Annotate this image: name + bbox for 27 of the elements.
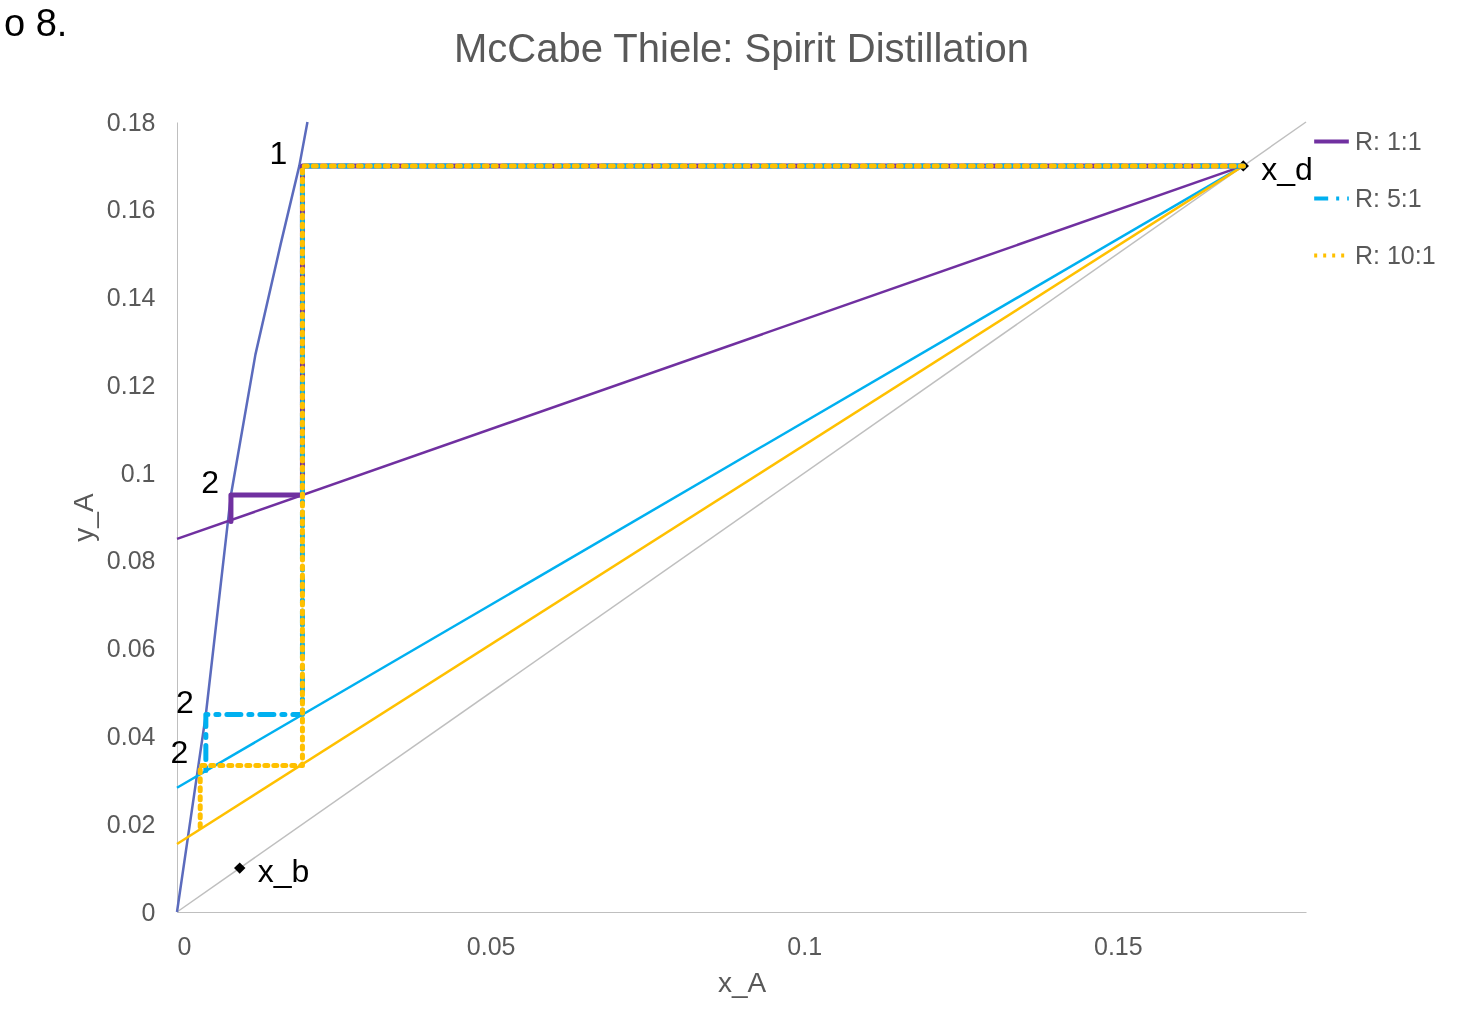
x-tick-label: 0.15: [1094, 931, 1143, 960]
annotation: x_d: [1261, 150, 1313, 187]
annotation: 2: [201, 464, 219, 501]
y-tick-label: 0.02: [106, 809, 156, 838]
x-tick-label: 0: [177, 931, 192, 960]
y-tick-label: 0.12: [106, 370, 156, 399]
y-tick-label: 0.04: [106, 721, 156, 750]
legend-label: R: 10:1: [1355, 240, 1436, 269]
legend-label: R: 1:1: [1355, 126, 1422, 155]
annotation: 1: [269, 134, 288, 171]
text: o 8.: [4, 2, 68, 45]
y-axis-title: y_A: [67, 493, 99, 542]
y-tick-label: 0.14: [106, 283, 156, 312]
y-tick-label: 0.06: [106, 634, 156, 663]
y-tick-label: 0.08: [106, 546, 156, 575]
legend-label: R: 5:1: [1355, 183, 1422, 212]
annotation: x_b: [257, 853, 310, 890]
x-axis-title: x_A: [717, 966, 767, 998]
y-tick-label: 0.1: [120, 458, 156, 487]
x-tick-label: 0.1: [787, 931, 823, 960]
chart-title: McCabe Thiele: Spirit Distillation: [453, 26, 1030, 70]
x-tick-label: 0.05: [466, 931, 516, 960]
y-tick-label: 0.16: [106, 195, 156, 224]
annotation: 2: [170, 734, 189, 771]
y-tick-label: 0: [141, 897, 156, 926]
annotation: 2: [176, 683, 194, 720]
y-tick-label: 0.18: [106, 107, 156, 136]
